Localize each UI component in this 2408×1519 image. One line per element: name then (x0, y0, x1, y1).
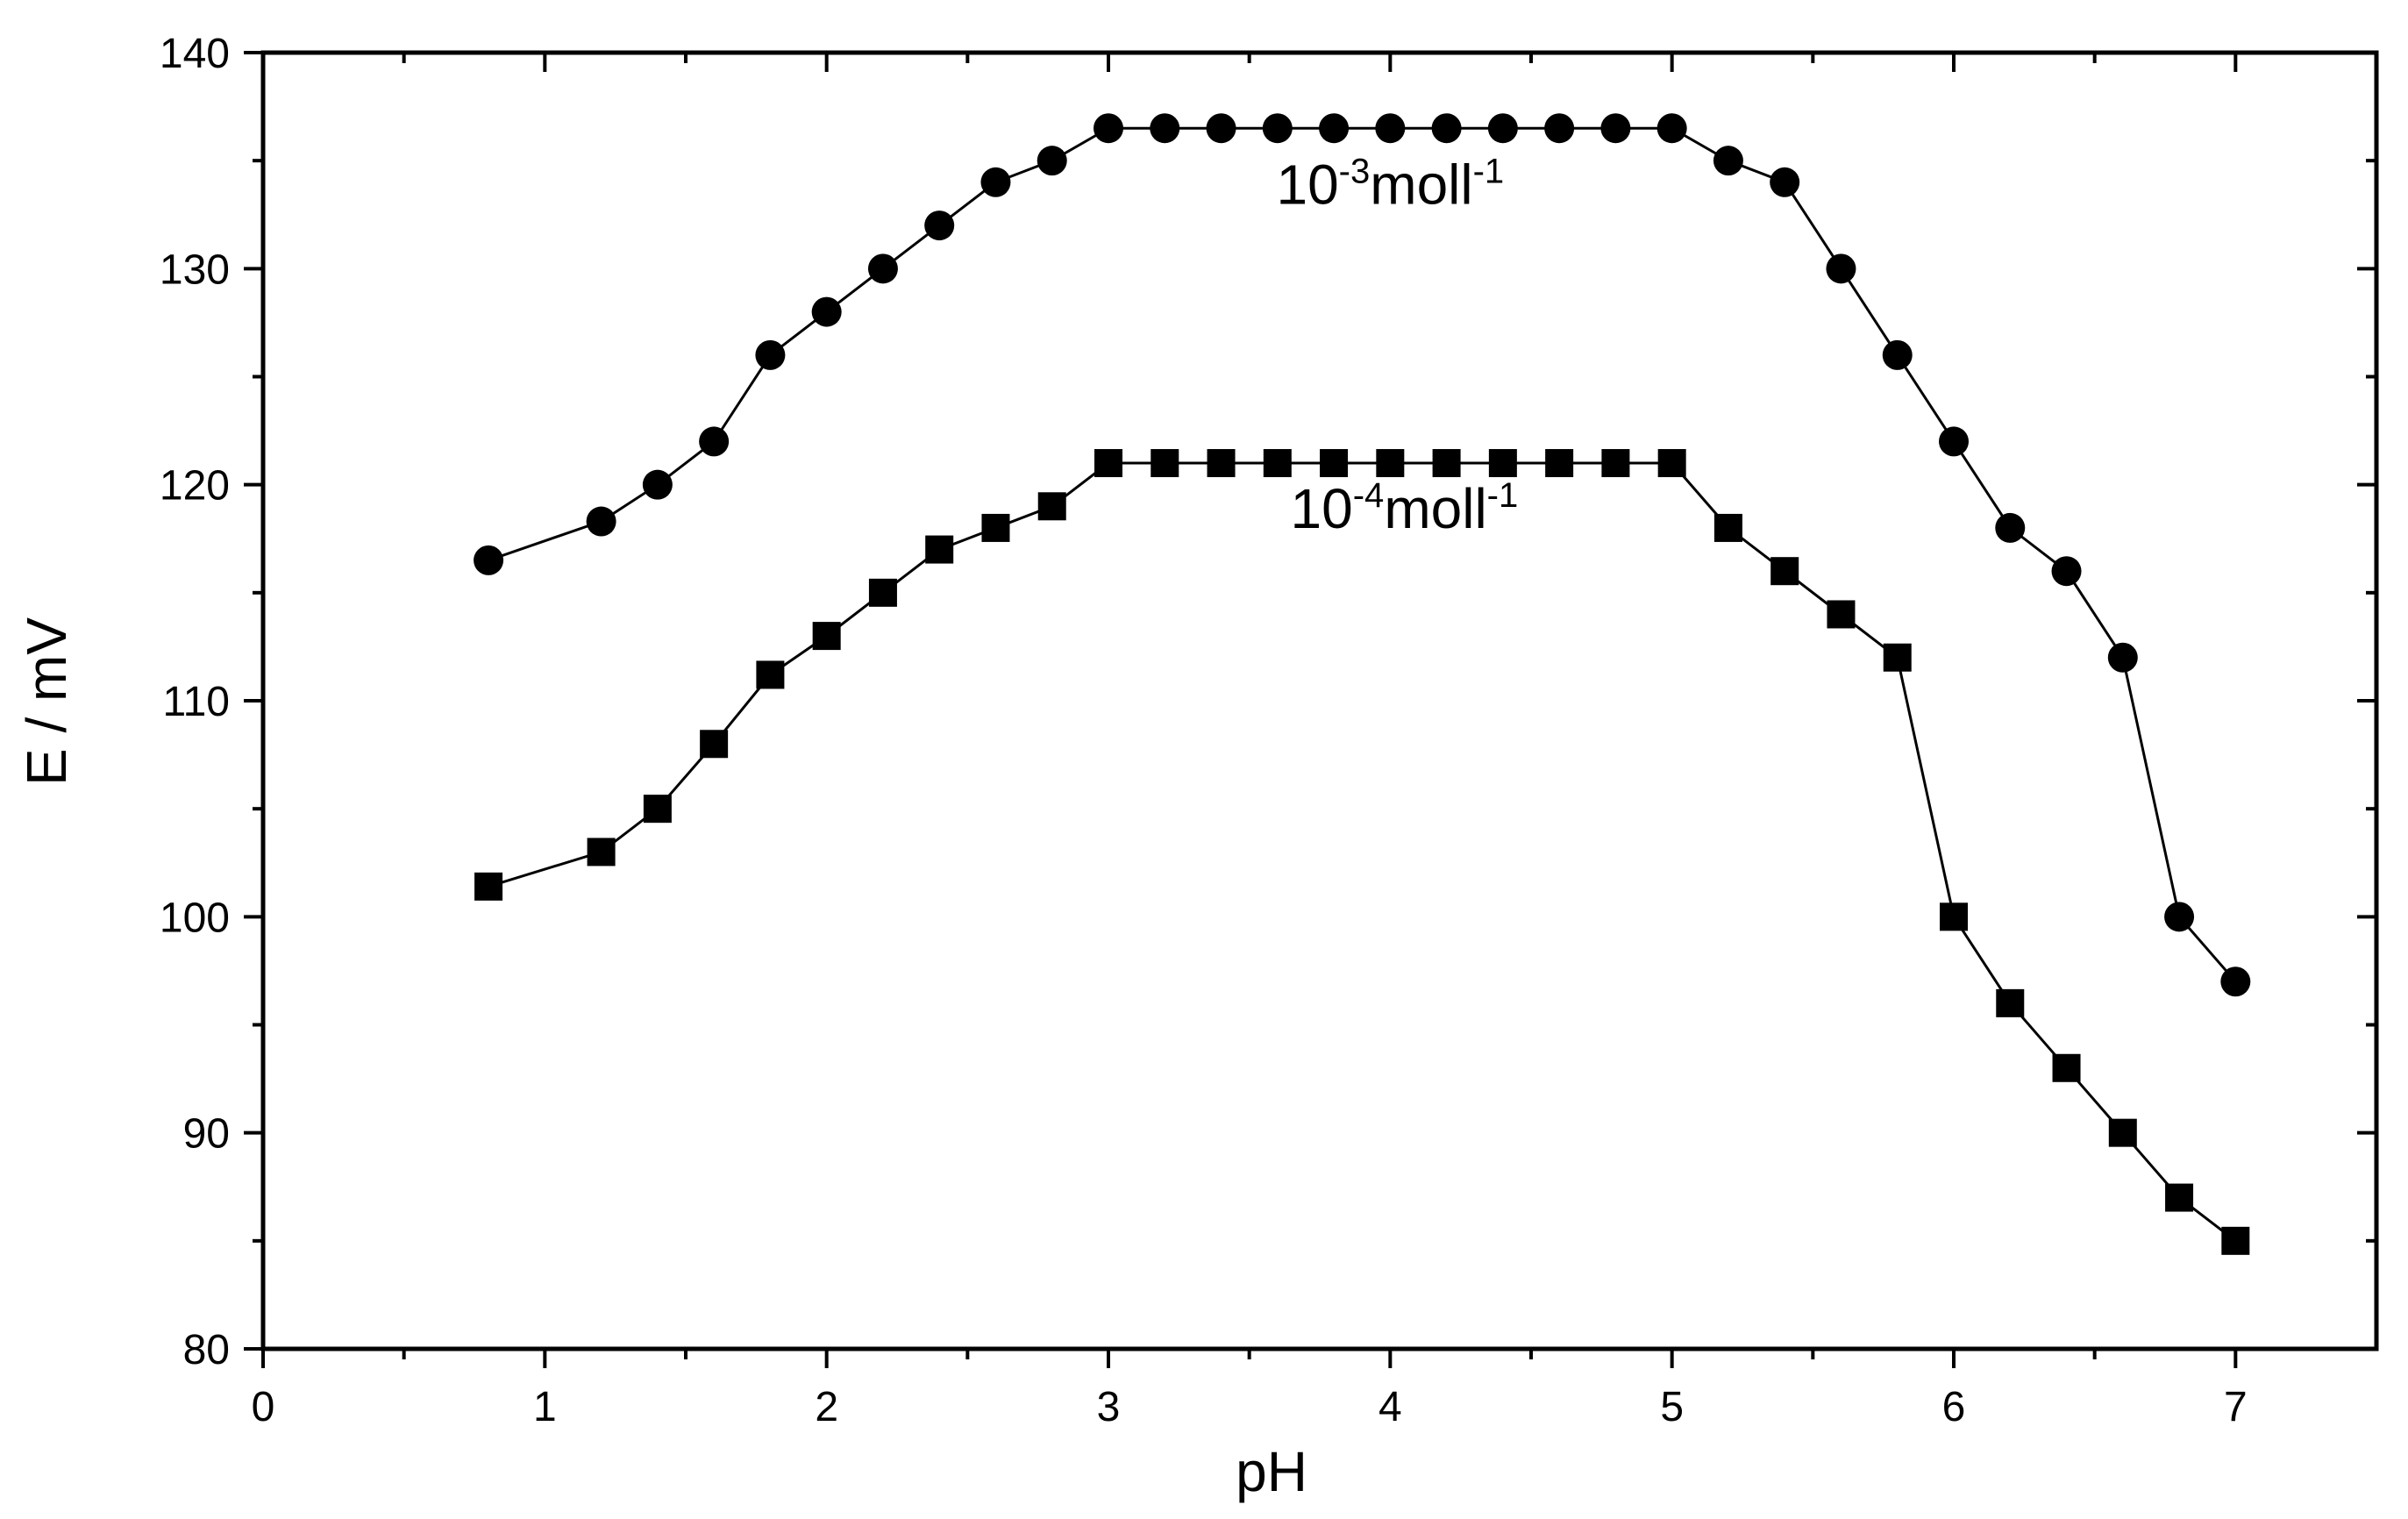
annotation-1e-4-exp2: -1 (1487, 476, 1519, 515)
series-2-point (1601, 449, 1630, 478)
x-axis-title: pH (1236, 1440, 1307, 1503)
annotation-1e-3: 10-3moll-1 (1276, 152, 1504, 216)
series-2-point (1940, 902, 1968, 931)
annotation-1e-3-unit: moll (1370, 153, 1472, 216)
series-2-point (1094, 449, 1122, 478)
annotation-1e-3-exp1: -3 (1339, 152, 1371, 190)
series-2-point (474, 872, 503, 901)
series-1-point (1600, 113, 1631, 144)
series-1-point (1826, 253, 1856, 284)
series-1-point (1713, 146, 1743, 176)
series-1-point (980, 167, 1011, 197)
series-1-point (867, 253, 898, 284)
series-1-point (2107, 642, 2138, 673)
series-2-point (1376, 449, 1405, 478)
series-1-point (1150, 113, 1180, 144)
series-1-point (699, 426, 730, 457)
series-1-line (488, 126, 2237, 983)
annotation-1e-4-base: 10 (1291, 477, 1353, 540)
series-2-point (868, 578, 897, 607)
series-2-point (1713, 513, 1742, 542)
series-1-point (1544, 113, 1575, 144)
series-2-point (1545, 449, 1574, 478)
series-2-line (488, 461, 2237, 1242)
series-1-point (1206, 113, 1236, 144)
annotation-1e-3-exp2: -1 (1473, 152, 1505, 190)
labels-layer: 0 1 2 3 4 5 6 7 80 90 100 110 120 130 140 (160, 31, 2248, 1430)
annotation-1e-4: 10-4moll-1 (1291, 476, 1519, 540)
series-2-point (1037, 492, 1066, 521)
annotation-1e-4-unit: moll (1384, 477, 1486, 540)
series-1-point (1656, 113, 1687, 144)
series-1-point (924, 210, 955, 241)
series-2-point (2165, 1183, 2194, 1212)
series-2-point (700, 730, 729, 759)
series-2-point (981, 513, 1010, 542)
series-1-point (1319, 113, 1350, 144)
markers-layer (474, 113, 2251, 1255)
series-1-point (2164, 902, 2195, 932)
series-2-point (1996, 988, 2025, 1017)
plot-frame (260, 50, 2379, 1351)
series-1-point (2220, 966, 2251, 997)
series-2-point (1770, 557, 1799, 586)
annotation-1e-4-exp1: -4 (1353, 476, 1385, 515)
series-2-point (587, 838, 616, 866)
series-2-point (1432, 449, 1461, 478)
series-1-point (642, 469, 673, 500)
series-1-point (1770, 167, 1800, 197)
x-tick-label: 5 (1660, 1384, 1684, 1430)
series-2-point (1657, 449, 1686, 478)
y-axis-title: E / mV (15, 617, 78, 786)
lines-layer (488, 126, 2237, 1242)
series-1-point (1431, 113, 1462, 144)
series-1-point (811, 296, 842, 327)
series-1-point (1037, 146, 1067, 176)
series-2-point (1151, 449, 1179, 478)
series-1-point (1094, 113, 1123, 144)
series-2-point (1207, 449, 1236, 478)
series-1-point (1375, 113, 1406, 144)
y-tick-label: 90 (183, 1111, 230, 1158)
series-2-point (756, 660, 785, 689)
series-2-point (2221, 1226, 2250, 1255)
y-tick-label: 100 (160, 895, 230, 941)
x-tick-label: 6 (1942, 1384, 1966, 1430)
x-tick-label: 7 (2224, 1384, 2248, 1430)
ticks-layer (244, 51, 2376, 1368)
x-tick-label: 4 (1379, 1384, 1402, 1430)
series-1-point (1487, 113, 1518, 144)
y-tick-label: 120 (160, 463, 230, 510)
series-1-point (1262, 113, 1293, 144)
x-tick-label: 3 (1097, 1384, 1121, 1430)
series-1-point (2051, 556, 2082, 587)
y-tick-label: 110 (162, 679, 230, 725)
series-1-point (586, 506, 616, 537)
series-2-point (2108, 1118, 2137, 1147)
x-tick-label: 1 (533, 1384, 557, 1430)
y-tick-label: 140 (160, 31, 230, 77)
y-tick-label: 130 (160, 246, 230, 293)
series-2-point (925, 535, 954, 564)
series-2-point (1827, 600, 1856, 629)
series-1-point (474, 545, 504, 575)
series-2-point (1263, 449, 1292, 478)
series-2-point (812, 622, 841, 651)
series-1-point (1995, 512, 2026, 543)
x-tick-label: 0 (252, 1384, 275, 1430)
series-1-point (1882, 339, 1913, 370)
x-tick-label: 2 (815, 1384, 838, 1430)
series-1-point (1939, 426, 1969, 457)
y-tick-label: 80 (183, 1327, 230, 1373)
series-2-point (643, 795, 672, 824)
series-2-point (1320, 449, 1349, 478)
series-2-point (2052, 1053, 2081, 1082)
annotation-1e-3-base: 10 (1276, 153, 1338, 216)
series-1-point (755, 339, 786, 370)
series-2-point (1883, 643, 1912, 672)
series-2-point (1488, 449, 1517, 478)
